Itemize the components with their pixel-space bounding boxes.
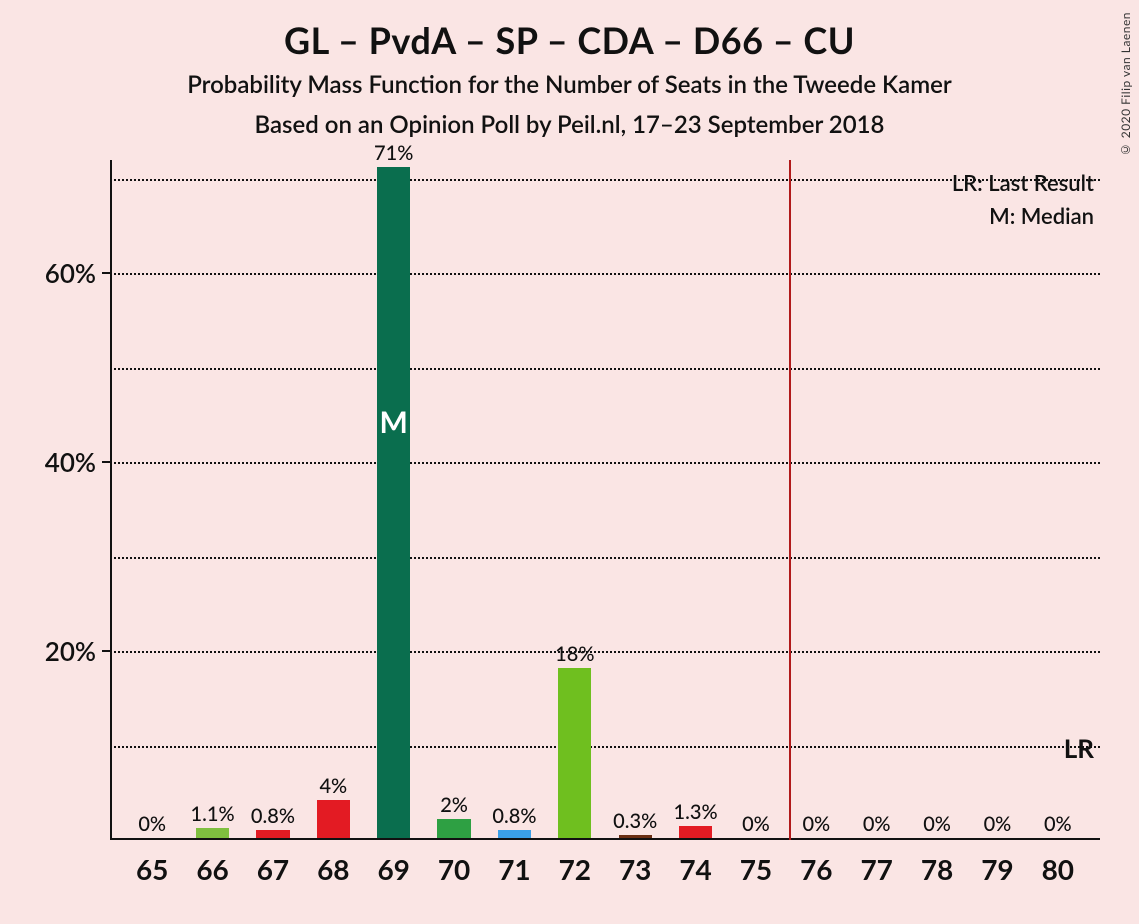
xtick-label: 66 [196, 840, 228, 886]
bar [498, 830, 531, 838]
bar-value-label: 0% [138, 812, 166, 836]
gridline-major [110, 462, 1100, 464]
legend-line: M: Median [952, 199, 1094, 232]
ytick-mark [102, 461, 110, 463]
xtick-label: 76 [800, 840, 832, 886]
ytick-label: 20% [45, 635, 110, 667]
ytick-mark [102, 650, 110, 652]
xtick-label: 75 [740, 840, 772, 886]
gridline-minor [110, 746, 1100, 748]
bar-value-label: 0% [742, 812, 770, 836]
xtick-label: 78 [921, 840, 953, 886]
xtick-label: 72 [559, 840, 591, 886]
xtick-label: 73 [619, 840, 651, 886]
chart-subtitle-1: Probability Mass Function for the Number… [0, 70, 1139, 99]
bar [317, 800, 350, 838]
xtick-label: 70 [438, 840, 470, 886]
bar-value-label: 0% [984, 812, 1012, 836]
bar [256, 830, 289, 838]
bar-value-label: 0.3% [613, 809, 657, 833]
gridline-major [110, 273, 1100, 275]
bar-value-label: 1.3% [674, 800, 718, 824]
legend-line: LR: Last Result [952, 166, 1094, 199]
bar-value-label: 71% [374, 141, 413, 165]
bar-value-label: 0% [863, 812, 891, 836]
legend: LR: Last ResultM: Median [952, 166, 1094, 232]
gridline-major [110, 651, 1100, 653]
last-result-label: LR [1064, 732, 1094, 764]
xtick-label: 80 [1042, 840, 1074, 886]
y-axis [110, 160, 112, 840]
bar-value-label: 0.8% [251, 804, 295, 828]
chart-subtitle-2: Based on an Opinion Poll by Peil.nl, 17–… [0, 110, 1139, 139]
ytick-label: 40% [45, 446, 110, 478]
gridline-minor [110, 368, 1100, 370]
xtick-label: 65 [136, 840, 168, 886]
bar [679, 826, 712, 838]
xtick-label: 77 [860, 840, 892, 886]
bar-value-label: 0% [1044, 812, 1072, 836]
ytick-mark [102, 272, 110, 274]
bar [558, 668, 591, 838]
bar-value-label: 0.8% [492, 804, 536, 828]
bar-value-label: 0% [923, 812, 951, 836]
bar [619, 835, 652, 838]
plot-area: 20%40%60%0%651.1%660.8%674%6871%69M2%700… [110, 160, 1100, 840]
ytick-label: 60% [45, 257, 110, 289]
bar-value-label: 1.1% [191, 802, 235, 826]
xtick-label: 67 [257, 840, 289, 886]
xtick-label: 71 [498, 840, 530, 886]
bar-value-label: 4% [319, 774, 347, 798]
last-result-line [789, 160, 791, 840]
median-marker: M [380, 404, 408, 440]
bar-value-label: 18% [555, 642, 594, 666]
bar [377, 167, 410, 838]
xtick-label: 68 [317, 840, 349, 886]
xtick-label: 69 [377, 840, 409, 886]
xtick-label: 74 [679, 840, 711, 886]
chart-title: GL – PvdA – SP – CDA – D66 – CU [0, 18, 1139, 62]
bar-value-label: 2% [440, 793, 468, 817]
bar [196, 828, 229, 838]
bar [437, 819, 470, 838]
copyright-text: © 2020 Filip van Laenen [1118, 12, 1133, 157]
pmf-chart: GL – PvdA – SP – CDA – D66 – CU Probabil… [0, 0, 1139, 924]
gridline-minor [110, 557, 1100, 559]
xtick-label: 79 [981, 840, 1013, 886]
bar-value-label: 0% [802, 812, 830, 836]
